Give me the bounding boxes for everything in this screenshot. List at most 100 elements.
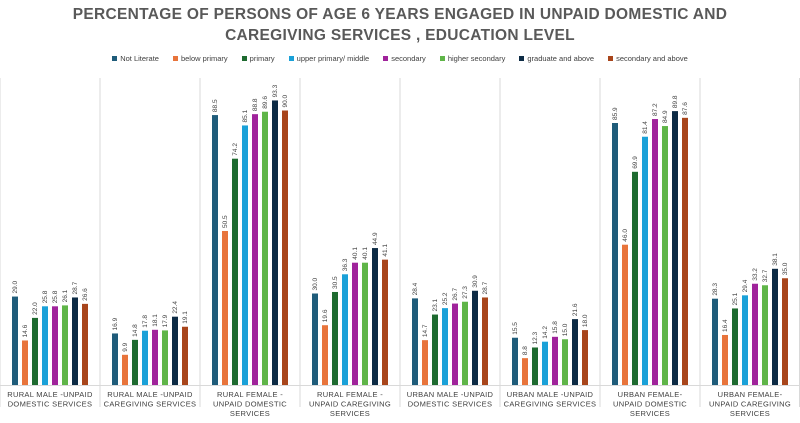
data-label: 90.0: [282, 94, 289, 107]
legend-swatch: [112, 56, 118, 61]
bar-2-6: [272, 100, 278, 385]
data-label: 25.2: [442, 292, 449, 305]
category-label: DOMESTIC SERVICES: [408, 400, 493, 409]
bar-5-6: [572, 319, 578, 385]
data-label: 85.9: [612, 107, 619, 120]
data-label: 25.8: [42, 290, 49, 303]
legend-swatch: [383, 56, 389, 61]
bar-5-3: [542, 341, 548, 385]
bar-2-7: [282, 110, 288, 385]
data-label: 25.8: [52, 290, 59, 303]
legend-label: Not Literate: [120, 54, 159, 63]
bar-4-7: [482, 297, 488, 385]
bar-7-1: [722, 334, 728, 385]
legend-label: secondary: [391, 54, 426, 63]
bar-5-1: [522, 358, 528, 385]
data-label: 22.0: [32, 302, 39, 315]
legend-swatch: [608, 56, 614, 61]
legend-item-7: secondary and above: [608, 54, 688, 63]
data-label: 14.2: [542, 326, 549, 339]
legend-label: primary: [249, 54, 275, 63]
data-label: 18.0: [582, 314, 589, 327]
bar-1-7: [182, 326, 188, 385]
bar-0-0: [12, 296, 18, 385]
data-label: 16.9: [112, 317, 119, 330]
bar-4-2: [432, 314, 438, 385]
category-label: UNPAID DOMESTIC: [213, 400, 287, 409]
category-label: URBAN MALE -UNPAID: [407, 390, 494, 399]
bar-6-7: [682, 117, 688, 385]
legend-swatch: [241, 56, 247, 61]
data-label: 30.5: [332, 276, 339, 289]
data-label: 32.7: [762, 269, 769, 282]
data-label: 17.9: [162, 314, 169, 327]
bar-0-5: [62, 305, 68, 385]
data-label: 15.0: [562, 323, 569, 336]
data-label: 18.1: [152, 314, 159, 327]
bar-0-3: [42, 306, 48, 385]
chart-legend: Not Literate below primary primary upper pr…: [0, 54, 800, 63]
data-label: 74.2: [232, 143, 239, 156]
bar-3-7: [382, 259, 388, 385]
data-label: 22.4: [172, 301, 179, 314]
legend-label: below primary: [180, 54, 228, 63]
data-label: 9.9: [122, 342, 129, 351]
bar-2-4: [252, 114, 258, 385]
bar-2-2: [232, 158, 238, 385]
category-label: URBAN MALE -UNPAID: [507, 390, 594, 399]
data-label: 27.3: [462, 286, 469, 299]
category-label: UNPAID DOMESTIC: [613, 400, 687, 409]
bar-7-7: [782, 278, 788, 385]
data-label: 84.9: [662, 110, 669, 123]
data-label: 46.0: [622, 229, 629, 242]
legend-item-4: secondary: [383, 54, 426, 63]
bar-0-6: [72, 297, 78, 385]
bar-5-7: [582, 330, 588, 385]
bar-4-5: [462, 301, 468, 385]
bar-6-2: [632, 171, 638, 385]
category-label: RURAL MALE -UNPAID: [107, 390, 193, 399]
legend-item-2: primary: [241, 54, 275, 63]
chart-title: PERCENTAGE OF PERSONS OF AGE 6 YEARS ENG…: [0, 4, 800, 46]
data-label: 28.3: [712, 283, 719, 296]
data-label: 8.8: [522, 346, 529, 355]
data-label: 88.8: [252, 98, 259, 111]
data-label: 15.8: [552, 321, 559, 334]
bar-2-5: [262, 111, 268, 385]
category-label: SERVICES: [330, 409, 370, 418]
data-label: 16.4: [722, 319, 729, 332]
bar-3-1: [322, 325, 328, 385]
legend-item-1: below primary: [172, 54, 228, 63]
bar-3-6: [372, 248, 378, 385]
bar-1-2: [132, 339, 138, 385]
bar-0-4: [52, 306, 58, 385]
data-label: 33.2: [752, 268, 759, 281]
legend-label: secondary and above: [616, 54, 688, 63]
legend-swatch: [439, 56, 445, 61]
data-label: 14.6: [22, 324, 29, 337]
data-label: 88.5: [212, 99, 219, 112]
bar-3-3: [342, 274, 348, 385]
legend-label: higher secondary: [447, 54, 506, 63]
legend-item-6: graduate and above: [519, 54, 594, 63]
category-label: RURAL MALE -UNPAID: [7, 390, 93, 399]
data-label: 21.6: [572, 303, 579, 316]
data-label: 26.7: [452, 288, 459, 301]
data-label: 87.6: [682, 102, 689, 115]
bar-1-0: [112, 333, 118, 385]
bar-6-5: [662, 126, 668, 386]
bar-4-3: [442, 308, 448, 385]
data-label: 81.4: [642, 121, 649, 134]
category-label: UNPAID CAREGIVING: [709, 400, 791, 409]
data-label: 29.0: [12, 281, 19, 294]
bar-2-1: [222, 230, 228, 385]
bar-1-1: [122, 354, 128, 385]
bar-1-5: [162, 330, 168, 385]
bar-5-0: [512, 337, 518, 385]
legend-item-0: Not Literate: [112, 54, 159, 63]
bar-5-2: [532, 347, 538, 385]
data-label: 25.1: [732, 292, 739, 305]
legend-item-5: higher secondary: [439, 54, 506, 63]
data-label: 85.1: [242, 109, 249, 122]
bar-6-4: [652, 119, 658, 385]
